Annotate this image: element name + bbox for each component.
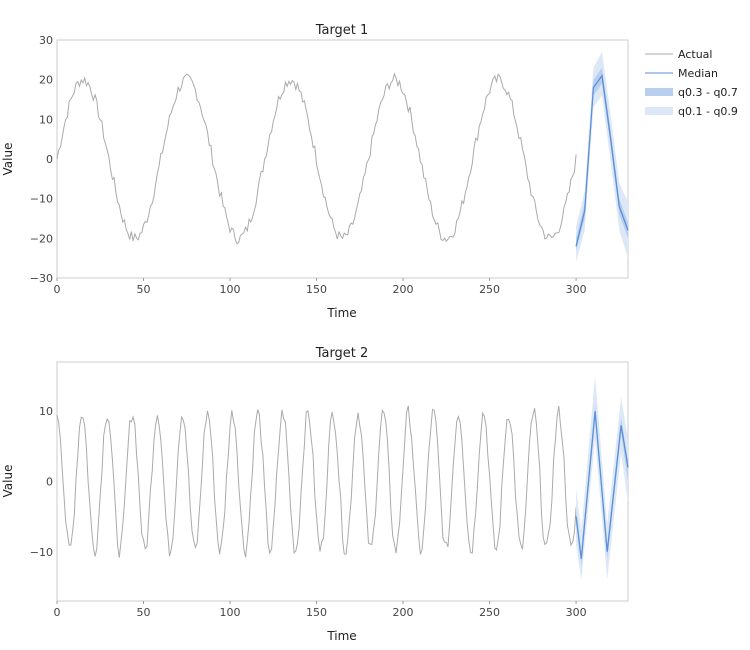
subplot-target-1: Target 1 Time Value 0 50 100 150 200 250 300 −… [1, 23, 629, 320]
median-line [575, 411, 629, 559]
y-tick-label: −10 [30, 546, 53, 559]
x-axis-ticks: 0 50 100 150 200 250 300 [54, 601, 587, 619]
x-axis-label: Time [326, 629, 356, 643]
actual-line [56, 72, 577, 245]
y-tick-label: −30 [30, 272, 53, 285]
y-tick-label: 0 [46, 153, 53, 166]
x-tick-label: 250 [479, 606, 500, 619]
series-layer [56, 376, 629, 580]
y-tick-label: 20 [39, 74, 53, 87]
legend-item-q10-q90[interactable]: q0.1 - q0.9 [645, 105, 738, 118]
chart-title: Target 2 [315, 346, 369, 361]
y-tick-label: 10 [39, 113, 53, 126]
y-tick-label: −20 [30, 232, 53, 245]
series-layer [56, 51, 629, 263]
x-tick-label: 300 [566, 283, 587, 296]
y-axis-label: Value [1, 465, 15, 498]
x-tick-label: 150 [306, 283, 327, 296]
x-tick-label: 50 [137, 283, 151, 296]
x-tick-label: 50 [137, 606, 151, 619]
legend-item-actual[interactable]: Actual [645, 48, 712, 61]
x-tick-label: 200 [393, 283, 414, 296]
legend-item-q30-q70[interactable]: q0.3 - q0.7 [645, 86, 738, 99]
y-axis-label: Value [1, 143, 15, 176]
legend-swatch-q10-q90 [645, 107, 673, 115]
legend-label-actual: Actual [678, 48, 712, 61]
x-axis-label: Time [326, 306, 356, 320]
legend-item-median[interactable]: Median [645, 67, 718, 80]
legend: Actual Median q0.3 - q0.7 q0.1 - q0.9 [645, 48, 738, 118]
x-axis-ticks: 0 50 100 150 200 250 300 [54, 278, 587, 296]
y-tick-label: 0 [46, 476, 53, 489]
subplot-target-2: Target 2 Time Value 0 50 100 150 200 250 300 −… [1, 346, 629, 643]
y-tick-label: −10 [30, 193, 53, 206]
x-tick-label: 0 [54, 606, 61, 619]
band-q10-q90 [576, 51, 628, 263]
x-tick-label: 0 [54, 283, 61, 296]
chart-title: Target 1 [315, 23, 369, 38]
legend-swatch-q30-q70 [645, 88, 673, 96]
y-axis-ticks: −10 0 10 [30, 405, 53, 559]
plot-area-frame [56, 361, 629, 602]
y-axis-ticks: −30 −20 −10 0 10 20 30 [30, 34, 53, 285]
x-tick-label: 150 [306, 606, 327, 619]
x-tick-label: 200 [393, 606, 414, 619]
legend-label-q10-q90: q0.1 - q0.9 [678, 105, 738, 118]
plot-area-frame [56, 39, 629, 279]
median-line [575, 74, 629, 247]
x-tick-label: 250 [479, 283, 500, 296]
x-tick-label: 300 [566, 606, 587, 619]
y-tick-label: 10 [39, 405, 53, 418]
legend-label-median: Median [678, 67, 718, 80]
legend-label-q30-q70: q0.3 - q0.7 [678, 86, 738, 99]
x-tick-label: 100 [220, 283, 241, 296]
y-tick-label: 30 [39, 34, 53, 47]
actual-line [56, 405, 577, 558]
band-q10-q90 [576, 376, 628, 580]
x-tick-label: 100 [220, 606, 241, 619]
